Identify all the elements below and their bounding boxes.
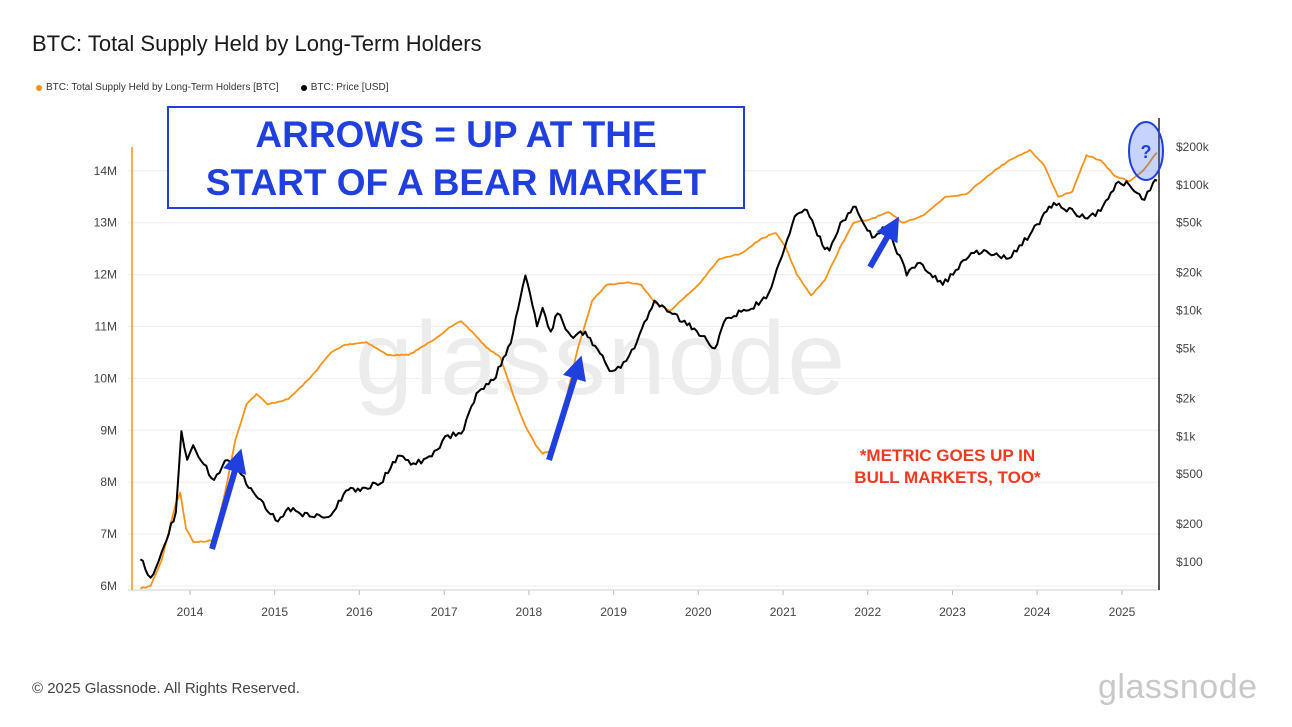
legend-label-supply: BTC: Total Supply Held by Long-Term Hold… <box>46 82 279 93</box>
y-left-tick-label: 11M <box>95 320 117 334</box>
y-left-tick-label: 10M <box>94 371 117 385</box>
note-line-1: *METRIC GOES UP IN <box>859 446 1036 465</box>
copyright: © 2025 Glassnode. All Rights Reserved. <box>32 680 300 697</box>
y-left-tick-label: 9M <box>100 423 117 437</box>
x-tick-label: 2021 <box>770 605 797 619</box>
legend-dot-supply <box>36 84 42 91</box>
series-group <box>139 149 1158 590</box>
y-left-tick-label: 12M <box>94 268 117 282</box>
y-right-tick-label: $50k <box>1176 216 1203 230</box>
legend-item-price[interactable]: BTC: Price [USD] <box>300 82 389 93</box>
y-right-tick-label: $10k <box>1176 304 1203 318</box>
y-left-tick-label: 6M <box>100 579 117 593</box>
x-tick-label: 2020 <box>685 605 712 619</box>
callout-box: ARROWS = UP AT THE START OF A BEAR MARKE… <box>167 106 745 209</box>
legend-item-supply[interactable]: BTC: Total Supply Held by Long-Term Hold… <box>36 82 279 93</box>
grid <box>128 170 1160 587</box>
question-mark: ? <box>1141 142 1152 162</box>
y-right-tick-label: $100 <box>1176 555 1203 569</box>
legend-label-price: BTC: Price [USD] <box>310 82 389 93</box>
question-ellipse <box>1128 121 1164 181</box>
arrow-2014 <box>209 448 247 550</box>
x-tick-label: 2017 <box>431 605 458 619</box>
callout-line-1: ARROWS = UP AT THE <box>255 114 657 155</box>
watermark: glassnode <box>355 301 848 417</box>
callout-line-2: START OF A BEAR MARKET <box>205 162 707 203</box>
x-tick-label: 2019 <box>600 605 627 619</box>
arrow-2018 <box>546 355 586 461</box>
bull-market-note: *METRIC GOES UP IN BULL MARKETS, TOO* <box>810 445 1085 489</box>
y-left-tick-label: 7M <box>100 527 117 541</box>
y-left-tick-label: 13M <box>94 216 117 230</box>
y-left-tick-label: 14M <box>94 164 117 178</box>
legend-dot-price <box>300 84 307 91</box>
series-line-price <box>139 178 1158 579</box>
overlay: ? <box>209 121 1164 550</box>
y-right-tick-label: $2k <box>1176 391 1196 405</box>
brand-logo: glassnode <box>1098 668 1258 706</box>
x-tick-label: 2018 <box>516 605 543 619</box>
x-tick-label: 2024 <box>1024 605 1051 619</box>
legend: BTC: Total Supply Held by Long-Term Hold… <box>36 82 388 93</box>
y-right-tick-label: $500 <box>1176 467 1203 481</box>
x-tick-label: 2025 <box>1109 605 1136 619</box>
y-right-tick-label: $200k <box>1176 140 1210 154</box>
y-right-tick-label: $1k <box>1176 429 1196 443</box>
x-tick-label: 2016 <box>346 605 373 619</box>
chart-title: BTC: Total Supply Held by Long-Term Hold… <box>32 31 482 56</box>
y-right-tick-label: $200 <box>1176 517 1203 531</box>
x-tick-label: 2014 <box>177 605 204 619</box>
axes: 6M 7M 8M 9M 10M 11M 12M 13M 14M $100 $200 $500 $1k $2… <box>94 118 1210 619</box>
note-line-2: BULL MARKETS, TOO* <box>854 468 1041 487</box>
y-right-tick-label: $5k <box>1176 341 1196 355</box>
y-right-tick-label: $100k <box>1176 178 1210 192</box>
x-tick-label: 2023 <box>939 605 966 619</box>
series-line-supply <box>139 149 1158 590</box>
arrow-2022 <box>867 216 899 269</box>
y-right-tick-label: $20k <box>1176 266 1203 280</box>
x-tick-label: 2015 <box>261 605 288 619</box>
y-left-tick-label: 8M <box>100 475 117 489</box>
x-tick-label: 2022 <box>854 605 881 619</box>
